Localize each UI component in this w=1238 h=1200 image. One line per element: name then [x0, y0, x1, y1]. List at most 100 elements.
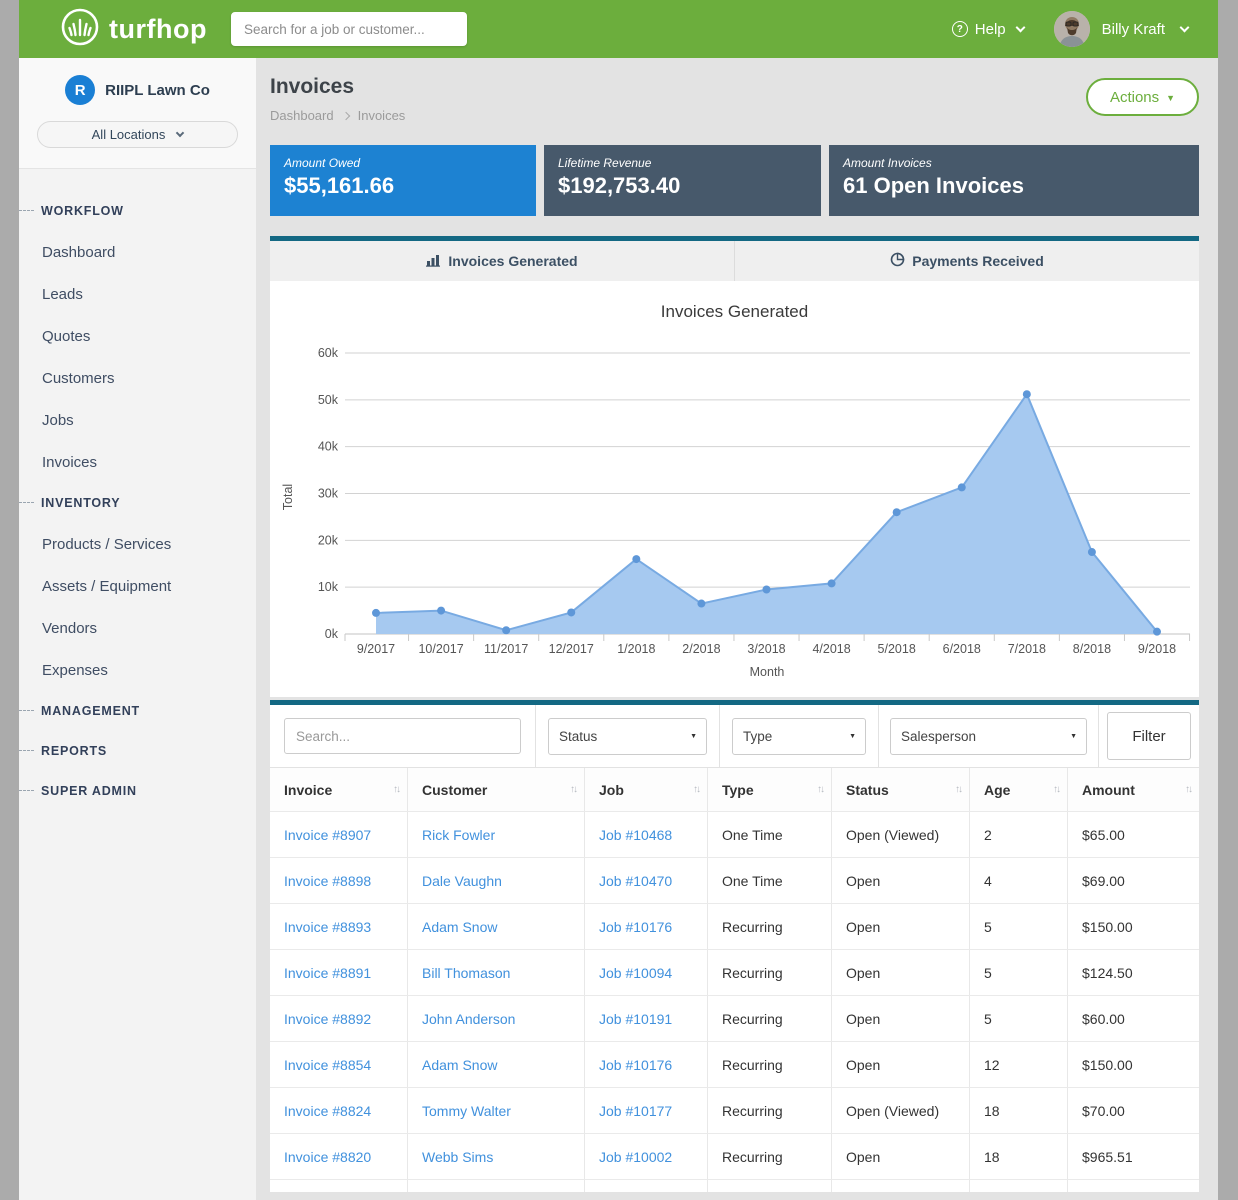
- cell-type: Recurring: [708, 1088, 832, 1133]
- job-link[interactable]: Job #10177: [599, 1103, 672, 1119]
- column-header-customer[interactable]: Customer↑↓: [408, 768, 585, 811]
- cell-customer: Dale Vaughn: [408, 858, 585, 903]
- locations-dropdown[interactable]: All Locations: [37, 121, 238, 148]
- tab-payments-received[interactable]: Payments Received: [734, 241, 1199, 281]
- customer-link[interactable]: Rick Fowler: [422, 827, 495, 843]
- customer-link[interactable]: Dale Vaughn: [422, 873, 502, 889]
- breadcrumb-dashboard[interactable]: Dashboard: [270, 108, 334, 123]
- job-link[interactable]: Job #10094: [599, 965, 672, 981]
- customer-link[interactable]: Bill Thomason: [422, 965, 510, 981]
- sidebar-item-assets-equipment[interactable]: Assets / Equipment: [19, 565, 256, 607]
- main-content: Invoices Dashboard Invoices Actions ▼ Am…: [256, 58, 1218, 1200]
- breadcrumb: Dashboard Invoices: [270, 108, 405, 123]
- invoice-link[interactable]: Invoice #8820: [284, 1149, 371, 1165]
- svg-text:1/2018: 1/2018: [617, 642, 655, 656]
- sort-icon[interactable]: ↑↓: [393, 784, 399, 795]
- table-search-input[interactable]: [284, 718, 521, 754]
- invoice-link[interactable]: Invoice #8898: [284, 873, 371, 889]
- section-label: WORKFLOW: [41, 204, 124, 218]
- invoice-table-card: Status ▼ Type ▼ Salesperson ▼: [270, 700, 1199, 1192]
- page-title: Invoices: [270, 75, 405, 99]
- cell-status: Open: [832, 904, 970, 949]
- invoice-link[interactable]: Invoice #8892: [284, 1011, 371, 1027]
- turfhop-logo[interactable]: turfhop: [60, 7, 207, 52]
- chevron-down-icon: [1015, 22, 1025, 32]
- cell-amount: $70.00: [1068, 1088, 1199, 1133]
- status-select[interactable]: Status ▼: [548, 718, 707, 755]
- sort-icon[interactable]: ↑↓: [1053, 784, 1059, 795]
- company-avatar: R: [65, 75, 95, 105]
- help-menu[interactable]: ? Help: [952, 21, 1024, 38]
- table-row-partial: [270, 1180, 1199, 1192]
- user-menu[interactable]: Billy Kraft: [1054, 11, 1188, 47]
- invoice-link[interactable]: Invoice #8893: [284, 919, 371, 935]
- customer-link[interactable]: John Anderson: [422, 1011, 515, 1027]
- sidebar-section-reports[interactable]: REPORTS: [19, 731, 256, 771]
- sort-icon[interactable]: ↑↓: [1185, 784, 1191, 795]
- tab-invoices-generated[interactable]: Invoices Generated: [270, 241, 734, 281]
- job-link[interactable]: Job #10470: [599, 873, 672, 889]
- global-search-input[interactable]: [231, 12, 467, 46]
- column-header-age[interactable]: Age↑↓: [970, 768, 1068, 811]
- stat-card-amount-owed: Amount Owed$55,161.66: [270, 145, 536, 216]
- column-header-invoice[interactable]: Invoice↑↓: [270, 768, 408, 811]
- sidebar-item-customers[interactable]: Customers: [19, 357, 256, 399]
- invoice-link[interactable]: Invoice #8891: [284, 965, 371, 981]
- sort-icon[interactable]: ↑↓: [817, 784, 823, 795]
- job-link[interactable]: Job #10002: [599, 1149, 672, 1165]
- sidebar-item-dashboard[interactable]: Dashboard: [19, 231, 256, 273]
- svg-text:Total: Total: [281, 484, 295, 510]
- cell-amount: $60.00: [1068, 996, 1199, 1041]
- sidebar-section-management[interactable]: MANAGEMENT: [19, 691, 256, 731]
- sidebar-item-quotes[interactable]: Quotes: [19, 315, 256, 357]
- column-header-amount[interactable]: Amount↑↓: [1068, 768, 1199, 811]
- breadcrumb-separator-icon: [341, 111, 349, 119]
- sidebar-item-expenses[interactable]: Expenses: [19, 649, 256, 691]
- actions-button[interactable]: Actions ▼: [1086, 78, 1199, 116]
- sort-icon[interactable]: ↑↓: [693, 784, 699, 795]
- sidebar-item-leads[interactable]: Leads: [19, 273, 256, 315]
- chevron-down-icon: [1180, 22, 1190, 32]
- column-header-status[interactable]: Status↑↓: [832, 768, 970, 811]
- svg-text:10/2017: 10/2017: [418, 642, 463, 656]
- sidebar-section-inventory[interactable]: INVENTORY: [19, 483, 256, 523]
- sidebar-section-workflow[interactable]: WORKFLOW: [19, 191, 256, 231]
- invoice-link[interactable]: Invoice #8824: [284, 1103, 371, 1119]
- svg-text:Month: Month: [750, 665, 785, 679]
- cell-status: Open: [832, 1042, 970, 1087]
- customer-link[interactable]: Webb Sims: [422, 1149, 493, 1165]
- app-window: turfhop ? Help: [19, 0, 1218, 1200]
- sidebar-section-super-admin[interactable]: SUPER ADMIN: [19, 771, 256, 811]
- cell-invoice: Invoice #8891: [270, 950, 408, 995]
- sidebar-item-jobs[interactable]: Jobs: [19, 399, 256, 441]
- dropdown-arrow-icon: ▼: [690, 733, 697, 740]
- section-label: SUPER ADMIN: [41, 784, 137, 798]
- sidebar-item-invoices[interactable]: Invoices: [19, 441, 256, 483]
- svg-text:7/2018: 7/2018: [1008, 642, 1046, 656]
- cell-customer: John Anderson: [408, 996, 585, 1041]
- job-link[interactable]: Job #10176: [599, 1057, 672, 1073]
- sidebar-item-vendors[interactable]: Vendors: [19, 607, 256, 649]
- svg-text:11/2017: 11/2017: [484, 642, 528, 656]
- customer-link[interactable]: Adam Snow: [422, 1057, 497, 1073]
- type-select[interactable]: Type ▼: [732, 718, 866, 755]
- turfhop-logo-icon: [60, 7, 100, 52]
- invoice-link[interactable]: Invoice #8907: [284, 827, 371, 843]
- dropdown-arrow-icon: ▼: [849, 733, 856, 740]
- sort-icon[interactable]: ↑↓: [955, 784, 961, 795]
- customer-link[interactable]: Adam Snow: [422, 919, 497, 935]
- customer-link[interactable]: Tommy Walter: [422, 1103, 511, 1119]
- invoice-link[interactable]: Invoice #8854: [284, 1057, 371, 1073]
- job-link[interactable]: Job #10176: [599, 919, 672, 935]
- salesperson-select[interactable]: Salesperson ▼: [890, 718, 1087, 755]
- column-header-job[interactable]: Job↑↓: [585, 768, 708, 811]
- actions-label: Actions: [1110, 89, 1159, 106]
- column-header-type[interactable]: Type↑↓: [708, 768, 832, 811]
- filter-button[interactable]: Filter: [1107, 712, 1191, 760]
- cell-invoice: Invoice #8854: [270, 1042, 408, 1087]
- job-link[interactable]: Job #10191: [599, 1011, 672, 1027]
- cell-invoice: Invoice #8898: [270, 858, 408, 903]
- sidebar-item-products-services[interactable]: Products / Services: [19, 523, 256, 565]
- sort-icon[interactable]: ↑↓: [570, 784, 576, 795]
- job-link[interactable]: Job #10468: [599, 827, 672, 843]
